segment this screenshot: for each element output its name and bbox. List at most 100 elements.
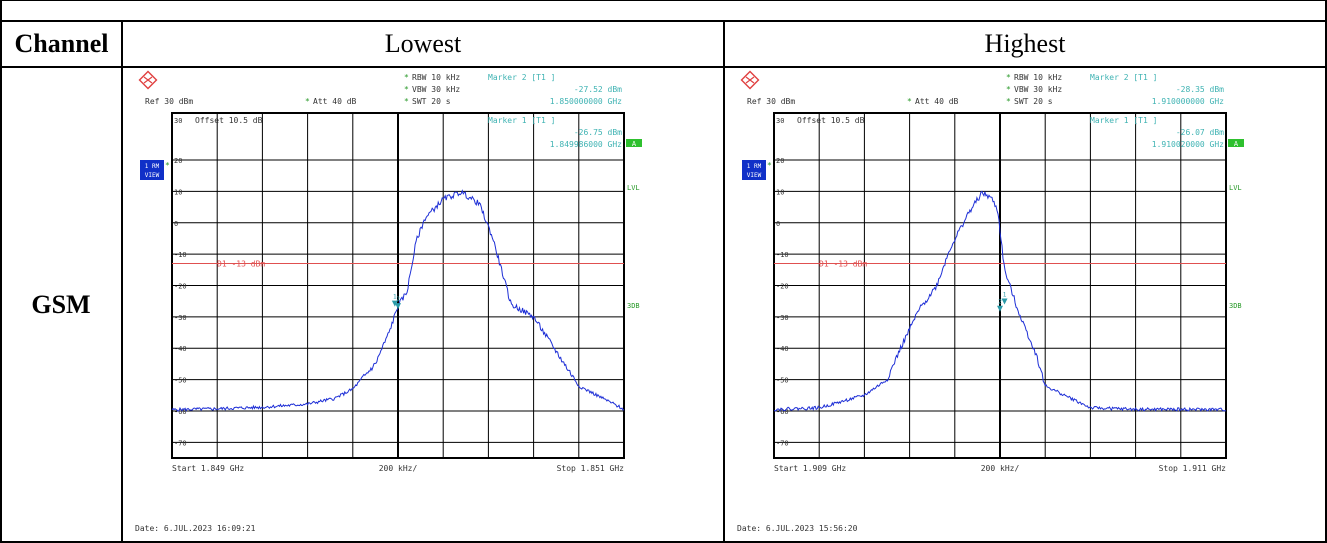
trace-badge — [140, 160, 164, 180]
stop-freq-text: Stop 1.911 GHz — [1159, 464, 1227, 473]
attenuation-text: Att 40 dB — [915, 97, 959, 106]
trace-badge-line1: 1 RM — [145, 163, 160, 170]
marker1-level: -26.75 dBm — [574, 128, 622, 137]
y-tick-top-label: 30 — [776, 117, 784, 125]
spectrum-svg: Ref 30 dBm * Att 40 dB* RBW 10 kHz* VBW 30 k… — [135, 70, 642, 533]
spectrum-plot-lowest: Ref 30 dBm * Att 40 dB * RBW 10 kHz * VBW 30 k… — [123, 68, 723, 543]
start-freq-text: Start 1.849 GHz — [172, 464, 244, 473]
row-label-gsm: GSM — [31, 289, 91, 319]
marker-1-label: 1 — [393, 294, 397, 301]
display-line-label: D1 -13 dBm — [819, 260, 867, 269]
swt-star: * — [404, 97, 409, 106]
marker2-freq: 1.910000000 GHz — [1152, 97, 1224, 106]
table-col-divider-2 — [723, 20, 725, 543]
header-lowest: Lowest — [384, 28, 462, 58]
marker-2-label: 2 — [998, 299, 1002, 306]
marker-2-label: 2 — [396, 296, 400, 303]
side-lvl-label: LVL — [627, 184, 640, 192]
y-tick-label: 10 — [174, 188, 182, 196]
y-tick-label: 20 — [174, 157, 182, 165]
vbw-star: * — [404, 85, 409, 94]
a-badge-label: A — [632, 140, 637, 148]
date-text: Date: 6.JUL.2023 16:09:21 — [135, 524, 256, 533]
vbw-text: VBW 30 kHz — [412, 85, 460, 94]
side-lvl-label: LVL — [1229, 184, 1242, 192]
table-col-divider-1 — [121, 20, 123, 543]
marker2-freq: 1.850000000 GHz — [550, 97, 622, 106]
y-tick-label: -20 — [776, 283, 789, 291]
offset-text: Offset 10.5 dB — [797, 116, 865, 125]
marker1-freq: 1.849986000 GHz — [550, 140, 622, 149]
trace-badge-line2: VIEW — [747, 172, 762, 179]
marker-2-icon — [395, 303, 401, 310]
side-3db-label: 3DB — [1229, 302, 1242, 310]
y-tick-label: 10 — [776, 188, 784, 196]
marker2-level: -28.35 dBm — [1176, 85, 1224, 94]
att-star: * — [305, 97, 310, 106]
y-tick-top-label: 30 — [174, 117, 182, 125]
y-tick-label: -40 — [776, 345, 789, 353]
trace-badge-line2: VIEW — [145, 172, 160, 179]
y-tick-label: -70 — [776, 439, 789, 447]
marker-1-icon — [1001, 298, 1008, 305]
swt-star: * — [1006, 97, 1011, 106]
spectrum-plot-highest: Ref 30 dBm * Att 40 dB * RBW 10 kHz * VBW 30 k… — [725, 68, 1325, 543]
marker1-freq: 1.910020000 GHz — [1152, 140, 1224, 149]
table-border-left — [0, 0, 2, 543]
table-rule-2 — [0, 66, 1327, 68]
date-text: Date: 6.JUL.2023 15:56:20 — [737, 524, 858, 533]
marker-1-icon — [391, 300, 398, 307]
table-border-top — [0, 0, 1327, 1]
trace-line — [773, 190, 1227, 412]
a-badge — [1228, 139, 1244, 147]
marker2-title: Marker 2 [T1 ] — [488, 73, 555, 82]
a-badge — [626, 139, 642, 147]
start-freq-text: Start 1.909 GHz — [774, 464, 846, 473]
ref-level-text: Ref 30 dBm — [747, 97, 795, 106]
marker-1-label: 1 — [1003, 292, 1007, 299]
marker1-title: Marker 1 [T1 ] — [1090, 116, 1157, 125]
rbw-text: RBW 10 kHz — [412, 73, 460, 82]
ref-level-text: Ref 30 dBm — [145, 97, 193, 106]
header-highest: Highest — [984, 28, 1066, 58]
marker1-title: Marker 1 [T1 ] — [488, 116, 555, 125]
swt-text: SWT 20 s — [412, 97, 451, 106]
display-line-label: D1 -13 dBm — [217, 260, 265, 269]
attenuation-text: Att 40 dB — [313, 97, 357, 106]
y-tick-label: 0 — [174, 220, 178, 228]
swt-text: SWT 20 s — [1014, 97, 1053, 106]
y-tick-label: -60 — [776, 408, 789, 416]
y-tick-label: -60 — [174, 408, 187, 416]
rbw-star: * — [1006, 73, 1011, 82]
header-channel: Channel — [14, 28, 109, 58]
rs-logo-icon — [740, 70, 760, 90]
y-tick-label: -70 — [174, 439, 187, 447]
trace-badge-star: * — [165, 161, 170, 170]
table-rule-1 — [0, 20, 1327, 22]
trace-badge — [742, 160, 766, 180]
y-tick-label: -10 — [776, 251, 789, 259]
offset-text: Offset 10.5 dB — [195, 116, 263, 125]
rbw-text: RBW 10 kHz — [1014, 73, 1062, 82]
y-tick-label: 20 — [776, 157, 784, 165]
marker2-level: -27.52 dBm — [574, 85, 622, 94]
y-tick-label: -30 — [174, 314, 187, 322]
trace-badge-star: * — [767, 161, 772, 170]
marker2-title: Marker 2 [T1 ] — [1090, 73, 1157, 82]
y-tick-label: -20 — [174, 283, 187, 291]
table-border-bottom — [0, 541, 1327, 543]
span-div-text: 200 kHz/ — [379, 464, 418, 473]
stop-freq-text: Stop 1.851 GHz — [557, 464, 625, 473]
trace-badge-line1: 1 RM — [747, 163, 762, 170]
y-tick-label: 0 — [776, 220, 780, 228]
rbw-star: * — [404, 73, 409, 82]
span-div-text: 200 kHz/ — [981, 464, 1020, 473]
rs-logo-icon — [138, 70, 158, 90]
y-tick-label: -40 — [174, 345, 187, 353]
marker1-level: -26.07 dBm — [1176, 128, 1224, 137]
att-star: * — [907, 97, 912, 106]
y-tick-label: -50 — [174, 377, 187, 385]
y-tick-label: -10 — [174, 251, 187, 259]
marker-2-icon — [997, 305, 1003, 312]
